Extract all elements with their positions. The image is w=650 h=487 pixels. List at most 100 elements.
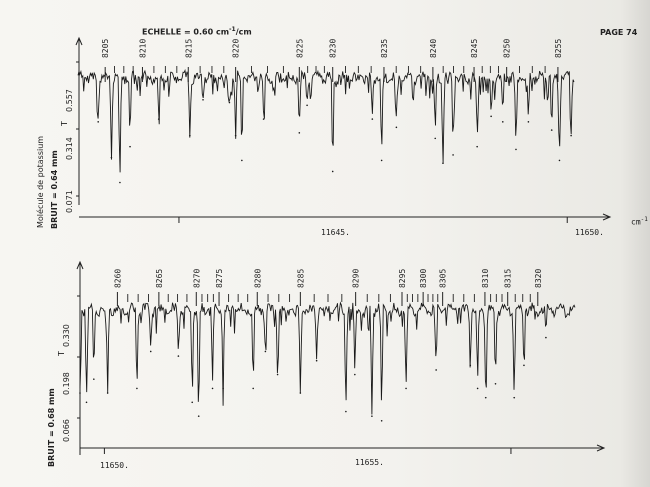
panel1-dip-point-21: [490, 115, 492, 118]
axis-unit-superscript: -1: [641, 216, 648, 223]
panel2-line-label-8310: 8310: [481, 269, 490, 288]
panel1-line-label-8225: 8225: [295, 39, 304, 58]
panel2-line-label-8265: 8265: [155, 269, 164, 288]
panel2-line-label-8320: 8320: [534, 269, 543, 288]
panel1-dip-point-16: [395, 126, 398, 129]
axis-unit-text: cm: [631, 218, 641, 227]
panel1-dip-point-11: [298, 132, 301, 134]
panel2-xtick-1: 11655.: [355, 458, 384, 467]
panel1-dip-point-0: [97, 121, 99, 123]
panel2-line-label-8280: 8280: [253, 269, 262, 288]
scale-label: ECHELLE = 0.60 cm-1/cm: [142, 26, 252, 37]
panel2-line-label-8260: 8260: [113, 269, 122, 288]
panel2-dip-point-13: [276, 373, 279, 376]
panel2-dip-point-25: [494, 383, 497, 385]
panel1-y-arrow: [75, 36, 83, 46]
panel1-dip-point-14: [371, 118, 374, 120]
panel1-dip-point-5: [189, 134, 191, 137]
panel1-dip-point-22: [501, 121, 504, 123]
panel2-dip-point-3: [106, 392, 109, 394]
scale-label-unit: /cm: [235, 27, 252, 37]
panel1-dip-point-27: [570, 134, 572, 137]
panel1-line-label-8245: 8245: [470, 39, 479, 58]
panel1-dip-point-17: [434, 137, 437, 140]
panel2-dip-point-23: [476, 387, 479, 390]
panel2-dip-point-15: [315, 359, 318, 362]
panel1-xtick-1: 11650.: [575, 228, 604, 237]
panel2-dip-point-28: [545, 336, 547, 339]
panel2-line-label-8300: 8300: [419, 269, 428, 288]
panel2-dip-point-22: [469, 364, 472, 367]
panel2-dip-point-5: [149, 350, 152, 353]
panel2-dip-point-0: [79, 392, 81, 394]
panel1-dip-point-8: [234, 134, 237, 137]
panel2-y-arrow: [76, 260, 84, 270]
panel2-dip-point-24: [484, 396, 487, 399]
panel1-spectrum-trace: [77, 68, 575, 173]
panel1-line-label-8240: 8240: [429, 39, 438, 58]
panel2-dip-point-10: [222, 387, 224, 390]
scale-label-main: ECHELLE = 0.60 cm: [142, 27, 230, 37]
panel2-line-label-8315: 8315: [504, 269, 513, 288]
panel1-xtick-0: 11645.: [321, 228, 350, 237]
panel2-dip-point-11: [252, 387, 254, 390]
panel2-dip-point-1: [85, 401, 88, 404]
panel1-dip-point-18: [442, 162, 444, 164]
axis-unit: cm-1: [631, 216, 648, 227]
panel2-x-arrow: [596, 444, 606, 452]
panel2-line-label-8305: 8305: [439, 269, 448, 288]
page-number: PAGE 74: [600, 28, 638, 37]
panel1-dip-point-20: [476, 145, 478, 148]
page-shadow: [620, 0, 650, 487]
panel2-dip-point-8: [197, 415, 200, 417]
panel2-dip-point-20: [405, 387, 407, 390]
panel1-dip-point-2: [119, 181, 121, 184]
panel2-dip-point-4: [136, 387, 138, 390]
panel2-xtick-0: 11650.: [100, 461, 129, 470]
panel1-line-label-8255: 8255: [554, 39, 563, 58]
panel2-dip-point-18: [371, 415, 373, 417]
panel2-spectrum-trace: [79, 301, 576, 415]
panel2-dip-point-9: [211, 387, 214, 390]
panel1-dip-point-6: [202, 98, 204, 101]
panel2-line-label-8275: 8275: [215, 269, 224, 288]
panel1-dip-point-15: [380, 159, 383, 162]
panel1-dip-point-12: [306, 104, 308, 107]
panel1-line-label-8235: 8235: [380, 39, 389, 58]
panel2-line-label-8285: 8285: [296, 269, 305, 288]
panel1-dip-point-24: [527, 121, 530, 123]
panel2-dip-point-26: [513, 396, 516, 399]
panel2-line-label-8270: 8270: [192, 269, 201, 288]
panel2-line-label-8290: 8290: [352, 269, 361, 288]
panel1-dip-point-1: [110, 156, 113, 159]
panel2-dip-point-2: [93, 378, 95, 380]
panel1-dip-point-10: [262, 118, 265, 120]
panel1-dip-point-9: [241, 159, 243, 162]
panel2-dip-point-7: [191, 401, 194, 404]
panel1-dip-point-25: [550, 129, 553, 131]
panel1-dip-point-13: [331, 170, 334, 173]
panel1-dip-point-19: [452, 154, 454, 156]
panel1-dip-point-23: [515, 148, 517, 151]
panel1-line-label-8250: 8250: [503, 39, 512, 58]
scale-label-superscript: -1: [229, 26, 236, 33]
panel1-line-label-8205: 8205: [101, 39, 110, 58]
panel2-dip-point-19: [380, 419, 383, 422]
panel2-dip-point-14: [299, 392, 302, 394]
panel1-line-label-8215: 8215: [184, 39, 193, 58]
panel2-dip-point-17: [354, 373, 356, 376]
panel2-line-label-8295: 8295: [398, 269, 407, 288]
panel1-dip-point-7: [228, 101, 231, 104]
panel1-line-label-8210: 8210: [138, 39, 147, 58]
panel2-dip-point-21: [435, 369, 437, 371]
panel2-dip-point-6: [177, 355, 180, 357]
panel2-dip-point-27: [523, 364, 525, 367]
panel1-dip-point-3: [129, 145, 131, 148]
panel1-line-label-8230: 8230: [329, 39, 338, 58]
panel1-dip-point-26: [558, 159, 561, 162]
panel1-x-arrow: [602, 213, 612, 221]
panel2-dip-point-16: [345, 410, 347, 413]
panel1-dip-point-4: [157, 118, 160, 120]
